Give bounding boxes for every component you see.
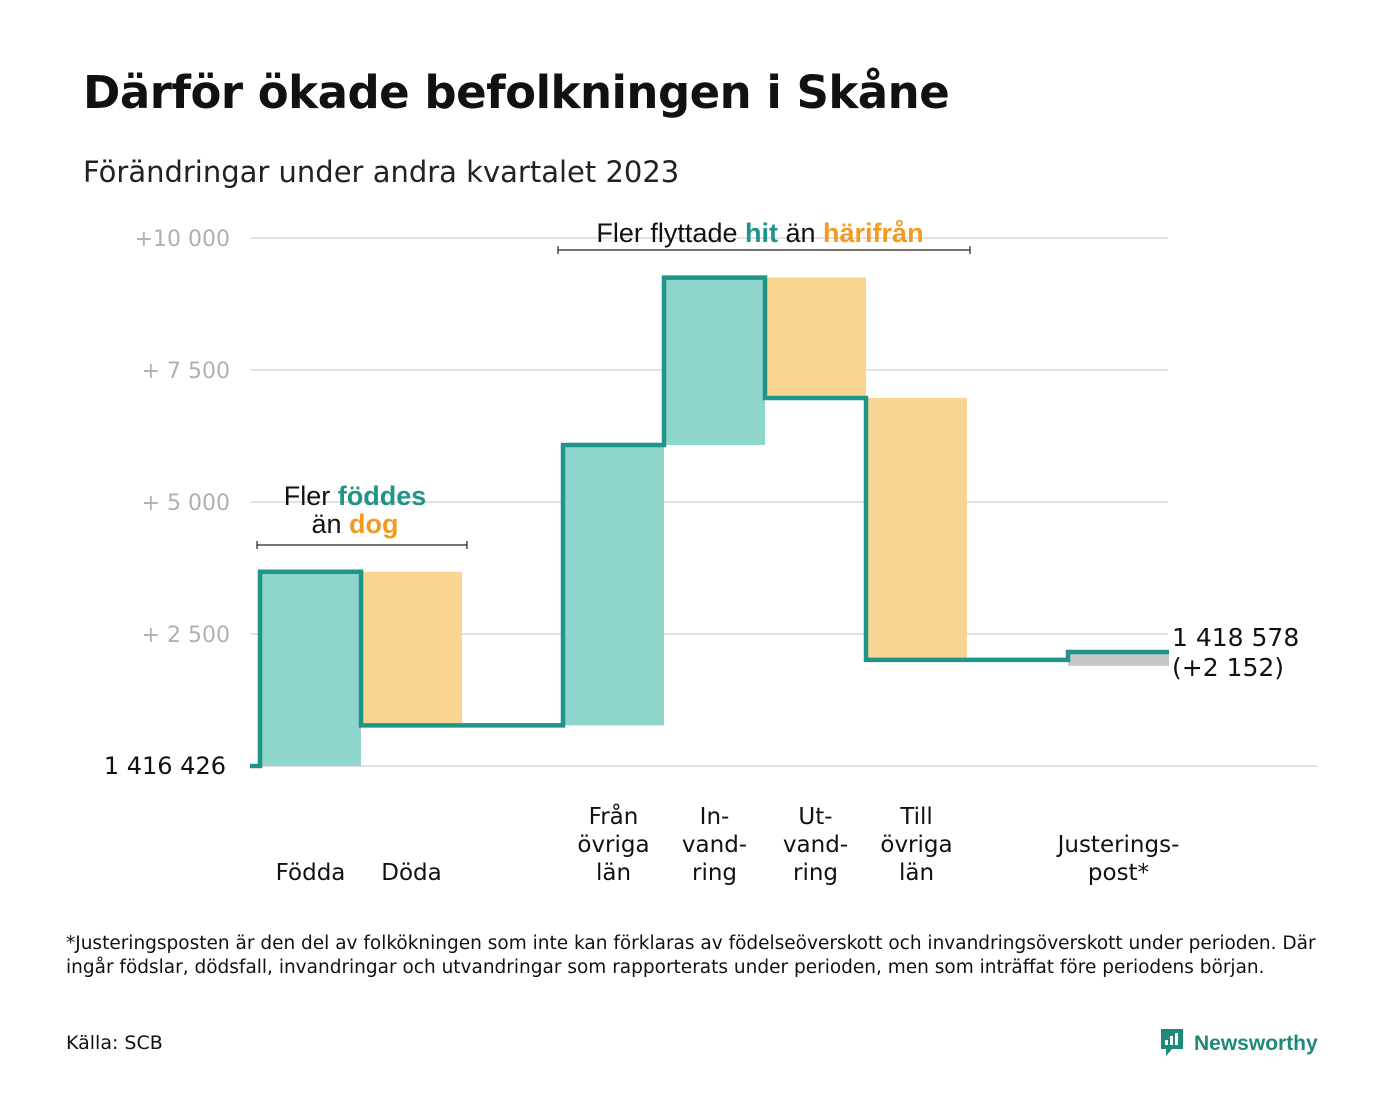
newsworthy-brand[interactable]: Newsworthy	[1158, 1026, 1318, 1062]
footnote: *Justeringsposten är den del av folkökni…	[66, 933, 1316, 978]
y-tick-label: + 5 000	[142, 491, 230, 516]
bar-invandring	[664, 277, 765, 445]
x-tick-label: ring	[793, 860, 838, 886]
chart-subtitle: Förändringar under andra kvartalet 2023	[83, 155, 680, 189]
final-change-label: (+2 152)	[1172, 653, 1284, 682]
waterfall-chart: + 2 500 + 5 000 + 7 500 +10 000 1 416 426 Föd…	[104, 218, 1318, 886]
x-tick-label: post*	[1088, 860, 1149, 886]
x-tick-label: övriga	[880, 832, 952, 858]
cumulative-step-line	[250, 275, 1169, 769]
x-tick-label: Justerings-	[1056, 832, 1180, 858]
x-tick-label: län	[899, 860, 934, 886]
y-tick-label: + 7 500	[142, 359, 230, 384]
baseline-label: 1 416 426	[104, 752, 226, 780]
annotation-births: än dog	[311, 509, 398, 539]
x-tick-label: ring	[692, 860, 737, 886]
bar-till-ovriga-lan	[866, 397, 967, 660]
source-label: Källa: SCB	[66, 1032, 163, 1054]
y-tick-label: + 2 500	[142, 623, 230, 648]
bar-justeringspost	[1068, 651, 1169, 666]
x-tick-label: vand-	[783, 832, 848, 858]
annotation-births: Fler föddes	[284, 481, 427, 511]
x-tick-label: Döda	[381, 860, 441, 886]
x-tick-label: Från	[589, 802, 639, 830]
x-tick-label: Till	[899, 804, 933, 830]
x-tick-label: vand-	[682, 832, 747, 858]
bar-utvandring	[765, 277, 866, 398]
newsworthy-logo-icon	[1158, 1026, 1186, 1062]
y-tick-label: +10 000	[135, 227, 230, 252]
x-tick-label: Ut-	[798, 804, 832, 830]
x-tick-label: län	[596, 860, 631, 886]
chart-title: Därför ökade befolkningen i Skåne	[83, 66, 950, 119]
final-value-label: 1 418 578	[1172, 623, 1299, 652]
bar-fodda	[260, 571, 361, 766]
brand-name: Newsworthy	[1194, 1032, 1318, 1055]
annotation-migration: Fler flyttade hit än härifrån	[596, 218, 923, 248]
x-tick-label: In-	[700, 804, 730, 830]
bar-doda	[361, 571, 462, 726]
bar-fran-ovriga-lan	[563, 444, 664, 726]
x-tick-label: övriga	[577, 832, 649, 858]
x-tick-label: Födda	[276, 860, 346, 886]
